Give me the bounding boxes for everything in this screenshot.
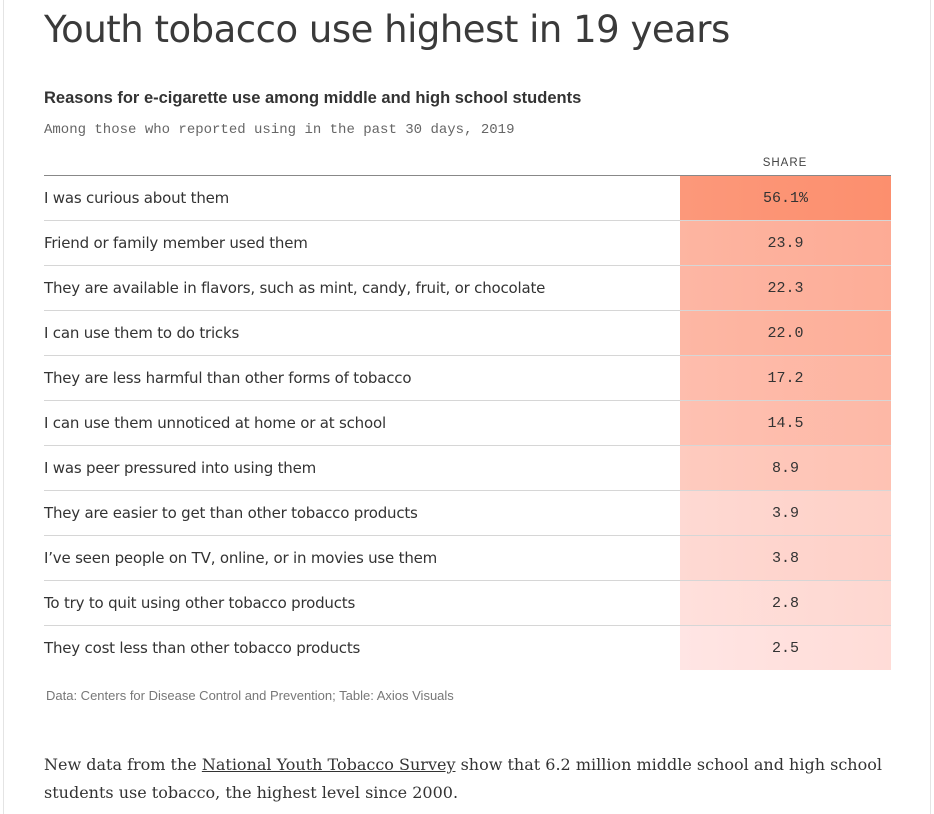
share-value-cell: 22.3	[680, 266, 891, 310]
table-row: They are less harmful than other forms o…	[44, 356, 891, 401]
share-value-cell: 3.8	[680, 536, 891, 580]
table-row: They are available in flavors, such as m…	[44, 266, 891, 311]
row-label: Friend or family member used them	[44, 234, 308, 252]
table-row: I was peer pressured into using them 8.9	[44, 446, 891, 491]
row-label: I can use them to do tricks	[44, 324, 240, 342]
table-row: They cost less than other tobacco produc…	[44, 626, 891, 670]
share-value-cell: 56.1%	[680, 176, 891, 220]
row-label: I was curious about them	[44, 189, 230, 207]
survey-link[interactable]: National Youth Tobacco Survey	[201, 755, 456, 774]
row-label: They are available in flavors, such as m…	[44, 279, 546, 297]
row-label: They are easier to get than other tobacc…	[44, 504, 418, 522]
row-label: I was peer pressured into using them	[44, 459, 317, 477]
row-label: I can use them unnoticed at home or at s…	[44, 414, 386, 432]
share-value-cell: 14.5	[680, 401, 891, 445]
table-row: Friend or family member used them 23.9	[44, 221, 891, 266]
share-value-cell: 22.0	[680, 311, 891, 355]
share-value-cell: 17.2	[680, 356, 891, 400]
share-value-cell: 3.9	[680, 491, 891, 535]
data-table: I was curious about them 56.1% Friend or f…	[44, 175, 891, 670]
share-value-cell: 8.9	[680, 446, 891, 490]
table-row: I can use them unnoticed at home or at s…	[44, 401, 891, 446]
table-row: I was curious about them 56.1%	[44, 176, 891, 221]
row-label: They are less harmful than other forms o…	[44, 369, 412, 387]
source-note: Data: Centers for Disease Control and Pr…	[46, 688, 454, 703]
row-label: They cost less than other tobacco produc…	[44, 639, 361, 657]
table-row: To try to quit using other tobacco produ…	[44, 581, 891, 626]
article-text-after: show that 6.2 million middle school and …	[44, 755, 882, 802]
table-row: I’ve seen people on TV, online, or in mo…	[44, 536, 891, 581]
share-column-header: SHARE	[762, 157, 808, 169]
row-label: To try to quit using other tobacco produ…	[44, 594, 356, 612]
page-border-right	[930, 0, 931, 814]
chart-subtitle: Among those who reported using in the pa…	[44, 122, 515, 138]
article-text-before: New data from the	[44, 755, 202, 774]
chart-title: Reasons for e-cigarette use among middle…	[44, 89, 582, 107]
table-row: I can use them to do tricks 22.0	[44, 311, 891, 356]
share-value-cell: 2.5	[680, 626, 891, 670]
row-label: I’ve seen people on TV, online, or in mo…	[44, 549, 438, 567]
share-value-cell: 2.8	[680, 581, 891, 625]
table-row: They are easier to get than other tobacc…	[44, 491, 891, 536]
page-border-left	[3, 0, 4, 814]
share-value-cell: 23.9	[680, 221, 891, 265]
headline: Youth tobacco use highest in 19 years	[44, 8, 730, 51]
article-paragraph: New data from the National Youth Tobacco…	[44, 751, 894, 807]
